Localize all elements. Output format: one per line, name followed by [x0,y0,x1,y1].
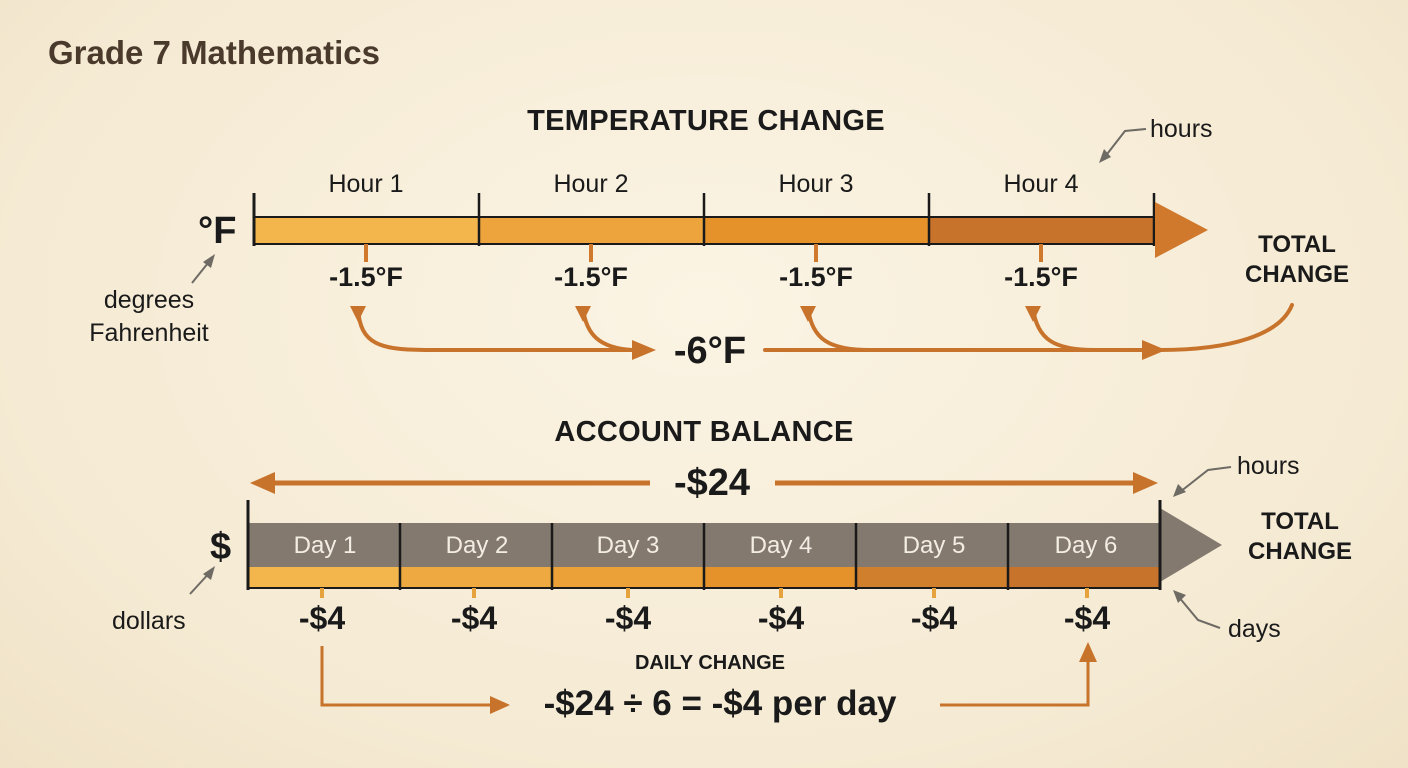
temperature-change-value: -1.5°F [779,262,853,292]
account-day-label: Day 5 [902,532,966,559]
total-label-line: CHANGE [1247,538,1352,565]
daily-change-flow [320,646,1090,707]
account-total-span [250,472,1158,494]
account-ticks [320,588,1089,598]
temperature-flow-arrows [356,303,1294,352]
temperature-arrowhead [1155,202,1208,258]
account-unit-symbol: $ [210,526,232,568]
account-change-value: -$4 [910,600,958,636]
temperature-heading: TEMPERATURE CHANGE [527,105,885,137]
temperature-segment-label: Hour 3 [778,170,854,198]
account-change-value: -$4 [757,600,805,636]
temperature-segment-label: Hour 2 [553,170,629,198]
account-change-value: -$4 [604,600,652,636]
temperature-flow-heads [350,306,1166,360]
total-label-line: TOTAL [1261,508,1339,535]
pointer-heads [203,149,1186,603]
temperature-total-label: TOTAL CHANGE [1222,230,1372,290]
temperature-change-value: -1.5°F [1004,262,1078,292]
temperature-unit-note: degrees Fahrenheit [54,284,244,350]
temperature-total-value: -6°F [673,330,747,372]
daily-change-equation: -$24 ÷ 6 = -$4 per day [543,684,897,723]
account-day-label: Day 6 [1054,532,1118,559]
unit-note-line: Fahrenheit [89,319,209,347]
total-label-line: TOTAL [1258,231,1336,258]
account-bar [246,500,1222,590]
temperature-bar [252,193,1208,258]
account-change-value: -$4 [1063,600,1111,636]
total-label-line: CHANGE [1244,261,1349,288]
unit-note-line: degrees [103,286,195,314]
account-axis-note-top: hours [1237,452,1300,480]
account-total-label: TOTAL CHANGE [1225,507,1375,567]
daily-change-heads [490,642,1097,714]
account-day-label: Day 3 [596,532,660,559]
account-total-value: -$24 [673,462,751,504]
temperature-segment-label: Hour 4 [1003,170,1079,198]
temperature-unit-symbol: °F [198,210,237,252]
temperature-axis-note: hours [1150,115,1213,143]
account-arrowhead [1160,508,1222,582]
account-change-value: -$4 [450,600,498,636]
account-heading: ACCOUNT BALANCE [554,416,854,448]
account-day-label: Day 1 [293,532,357,559]
account-day-label: Day 4 [749,532,813,559]
temperature-change-value: -1.5°F [554,262,628,292]
temperature-ticks [364,244,1043,262]
account-axis-note-bottom: days [1228,615,1281,643]
account-unit-note: dollars [112,607,186,635]
temperature-change-value: -1.5°F [329,262,403,292]
account-day-label: Day 2 [445,532,509,559]
daily-change-label: DAILY CHANGE [634,652,786,674]
page-title: Grade 7 Mathematics [48,34,380,71]
account-change-value: -$4 [298,600,346,636]
temperature-segment-label: Hour 1 [328,170,404,198]
